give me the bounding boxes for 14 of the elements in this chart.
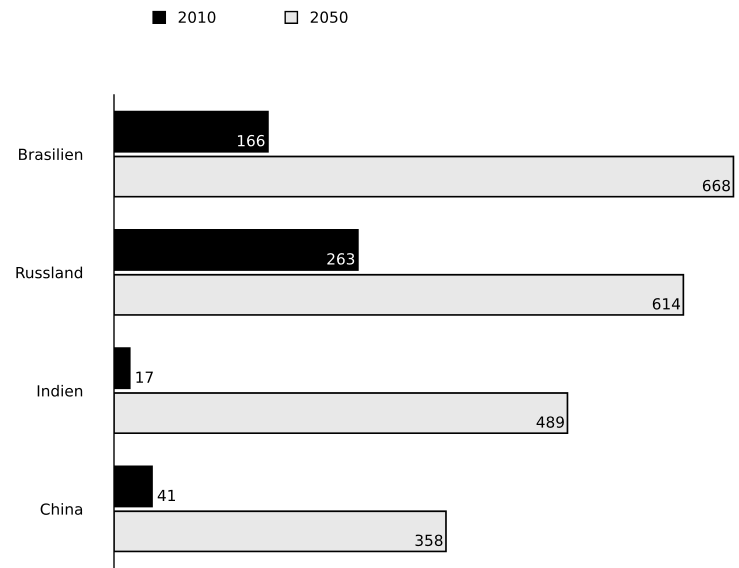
legend-label: 2010 [178, 11, 216, 23]
y-tick-label: Russland [16, 266, 82, 278]
data-label: 166 [238, 134, 264, 146]
data-label: 668 [702, 180, 730, 192]
y-tick-label: Indien [38, 384, 82, 397]
data-label: 41 [158, 490, 176, 501]
data-label: 489 [536, 416, 564, 428]
data-label: 263 [327, 253, 354, 265]
data-label: 358 [416, 534, 442, 546]
y-tick-label: Brasilien [19, 148, 82, 160]
data-label: 614 [652, 298, 680, 310]
y-tick-label: China [40, 503, 82, 515]
legend-label: 2050 [310, 11, 348, 23]
data-label: 17 [136, 372, 153, 383]
